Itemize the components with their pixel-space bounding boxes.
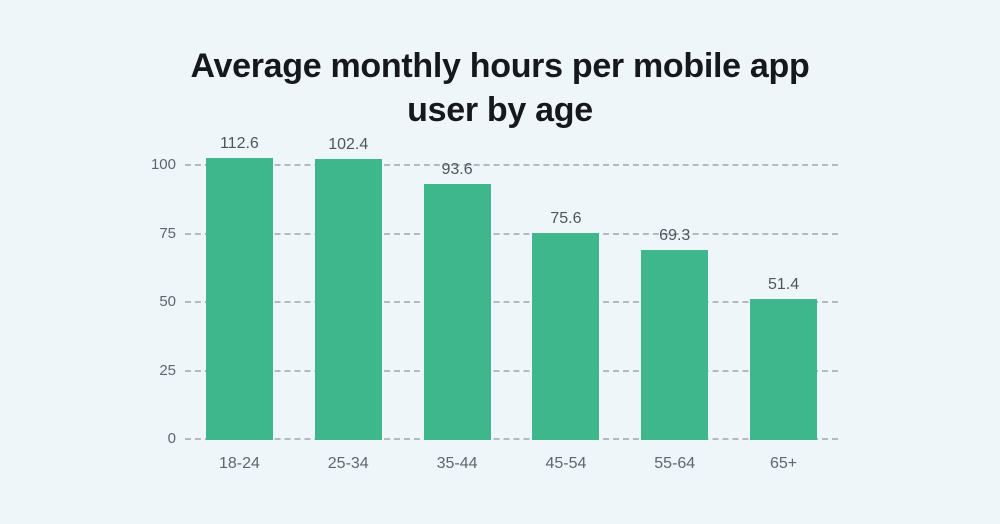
bar-value-label: 75.6 [550,209,582,227]
chart-title: Average monthly hours per mobile app use… [0,44,1000,132]
bar [205,158,273,440]
chart-title-line1: Average monthly hours per mobile app [190,47,810,85]
bar-value-label: 112.6 [219,135,259,152]
bar-value-label: 69.3 [659,227,691,245]
y-tick-label: 100 [150,156,176,173]
gridline [185,301,838,303]
bar [532,232,600,440]
x-tick-label: 25-34 [327,455,369,472]
y-tick-label: 25 [159,361,176,379]
gridline [185,164,838,166]
bar [750,299,818,440]
bar-value-label: 102.4 [328,136,369,154]
y-tick-label: 75 [159,224,176,242]
gridline [185,232,838,235]
y-tick-label: 50 [159,293,176,310]
bar [641,250,709,440]
x-axis-labels: 18-24 25-34 35-44 45-54 55-64 65+ [185,448,838,478]
y-tick-label: 0 [167,430,176,447]
plot-area: 112.6 102.4 93.6 75.6 69.3 51.4 [185,135,838,440]
x-tick-label: 35-44 [436,455,478,472]
y-axis-labels: 0 25 50 75 100 [96,145,176,447]
gridline [185,438,838,440]
bar [423,183,491,440]
chart-title-line2: user by age [407,91,593,129]
x-tick-label: 55-64 [654,455,696,472]
bar-value-label: 51.4 [768,276,800,294]
x-tick-label: 45-54 [545,455,587,472]
bar [314,159,382,440]
gridline [185,369,838,372]
x-tick-label: 18-24 [218,455,260,472]
bar-value-label: 93.6 [441,160,473,178]
x-tick-label: 65+ [770,455,798,472]
